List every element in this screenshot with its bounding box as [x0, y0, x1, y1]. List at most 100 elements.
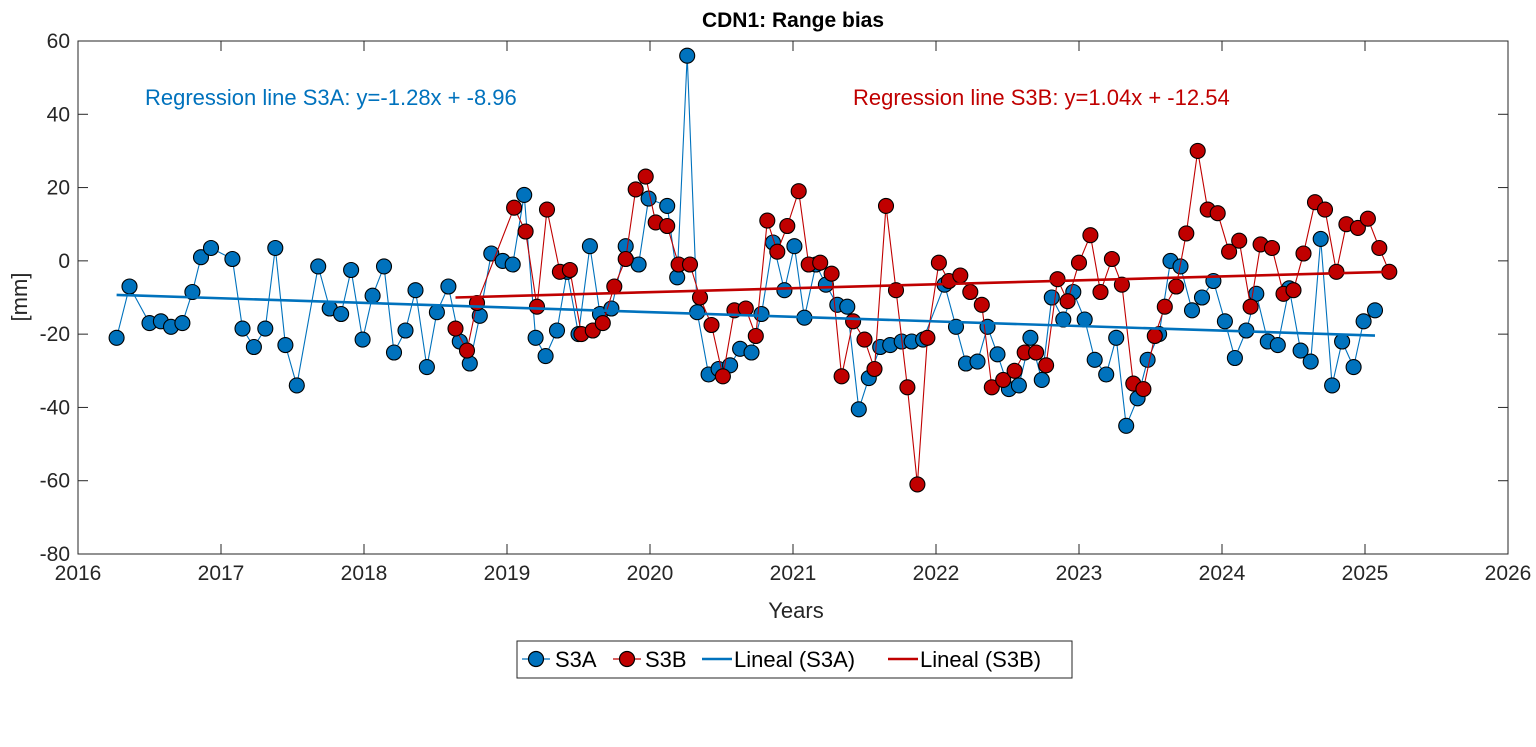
y-tick-label: 0 — [58, 250, 70, 273]
x-axis-label: Years — [768, 598, 823, 623]
point-s3b — [659, 217, 676, 235]
x-tick-label: 2020 — [627, 562, 674, 585]
point-s3b — [909, 476, 926, 493]
point-s3b — [747, 327, 764, 345]
point-s3b — [1359, 210, 1376, 227]
point-s3a — [527, 329, 544, 346]
point-s3a — [1139, 351, 1156, 368]
point-s3b — [1168, 278, 1185, 295]
point-s3a — [184, 283, 201, 301]
point-s3b — [812, 254, 829, 271]
point-s3b — [952, 267, 969, 284]
point-s3b — [1103, 250, 1120, 268]
point-s3b — [1135, 381, 1152, 398]
legend-marker-s3b — [618, 650, 636, 668]
point-s3b — [1092, 283, 1109, 301]
point-s3a — [1216, 313, 1233, 330]
point-s3a — [1324, 377, 1341, 394]
point-s3a — [108, 329, 125, 346]
point-s3b — [627, 181, 644, 198]
point-s3a — [1334, 333, 1351, 350]
point-s3b — [930, 254, 947, 271]
point-s3a — [1043, 289, 1060, 306]
point-s3b — [769, 243, 786, 260]
regression-annotation-s3a: Regression line S3A: y=-1.28x + -8.96 — [145, 85, 517, 110]
point-s3b — [517, 223, 534, 240]
point-s3b — [1059, 293, 1076, 310]
point-s3a — [385, 344, 403, 361]
point-s3a — [1055, 311, 1072, 328]
point-s3b — [1146, 327, 1163, 345]
point-s3b — [1209, 205, 1226, 222]
point-s3b — [877, 197, 895, 214]
point-s3a — [1226, 349, 1243, 367]
plot-marks — [108, 47, 1398, 493]
point-s3a — [1108, 329, 1125, 346]
legend-box — [516, 640, 1073, 679]
chart-title: CDN1: Range bias — [702, 9, 884, 32]
point-s3b — [561, 261, 578, 279]
point-s3b — [919, 329, 936, 346]
y-tick-label: 40 — [47, 103, 70, 126]
y-tick-label: 20 — [47, 177, 70, 200]
regression-annotation-s3b: Regression line S3B: y=1.04x + -12.54 — [853, 85, 1230, 110]
point-s3b — [1156, 298, 1173, 315]
point-s3a — [440, 278, 457, 295]
y-axis-label: [mm] — [7, 273, 32, 322]
point-s3a — [1098, 366, 1115, 383]
point-s3a — [581, 238, 598, 255]
point-s3b — [528, 298, 546, 315]
point-s3b — [759, 212, 776, 229]
y-tick-label: -60 — [40, 470, 70, 493]
point-s3b — [1316, 201, 1334, 218]
point-s3b — [506, 199, 523, 216]
point-s3b — [899, 379, 916, 396]
point-s3a — [1302, 353, 1319, 370]
x-tick-label: 2026 — [1485, 562, 1532, 585]
point-s3b — [1231, 232, 1248, 249]
y-tick-label: 60 — [47, 30, 70, 53]
point-s3a — [288, 377, 305, 394]
point-s3b — [1038, 357, 1055, 374]
point-s3a — [786, 238, 803, 255]
point-s3b — [1189, 142, 1206, 159]
point-s3b — [823, 265, 840, 282]
point-s3a — [1183, 302, 1201, 319]
point-s3a — [1022, 329, 1039, 346]
point-s3a — [979, 318, 996, 335]
point-s3a — [1312, 230, 1329, 247]
x-tick-label: 2016 — [55, 562, 102, 585]
point-s3a — [202, 239, 220, 257]
point-s3a — [850, 401, 867, 418]
x-tick-label: 2019 — [484, 562, 531, 585]
point-s3b — [1221, 243, 1238, 260]
point-s3a — [1118, 417, 1135, 434]
point-s3b — [703, 316, 720, 334]
series-line-lineal-s3a — [116, 293, 1376, 337]
point-s3a — [839, 298, 856, 315]
point-s3a — [689, 304, 706, 321]
point-s3b — [833, 368, 850, 385]
x-tick-label: 2022 — [913, 562, 960, 585]
x-tick-label: 2025 — [1342, 562, 1389, 585]
point-s3a — [418, 359, 435, 376]
point-s3b — [995, 371, 1012, 388]
point-s3b — [1028, 344, 1045, 361]
point-s3a — [548, 322, 566, 339]
point-s3b — [1349, 219, 1366, 236]
point-s3a — [121, 278, 138, 295]
point-s3b — [1049, 271, 1066, 288]
plot-area — [77, 40, 1509, 555]
y-tick-label: -20 — [40, 323, 70, 346]
x-tick-label: 2018 — [341, 562, 388, 585]
point-s3b — [617, 250, 634, 268]
point-s3a — [753, 305, 770, 323]
point-s3b — [1113, 276, 1130, 293]
point-s3a — [1010, 377, 1027, 394]
point-s3a — [333, 305, 350, 323]
point-s3a — [1366, 302, 1384, 319]
point-s3a — [407, 282, 424, 299]
legend: S3A S3B Lineal (S3A) Lineal (S3B) — [516, 640, 1073, 679]
point-s3b — [1242, 298, 1259, 315]
